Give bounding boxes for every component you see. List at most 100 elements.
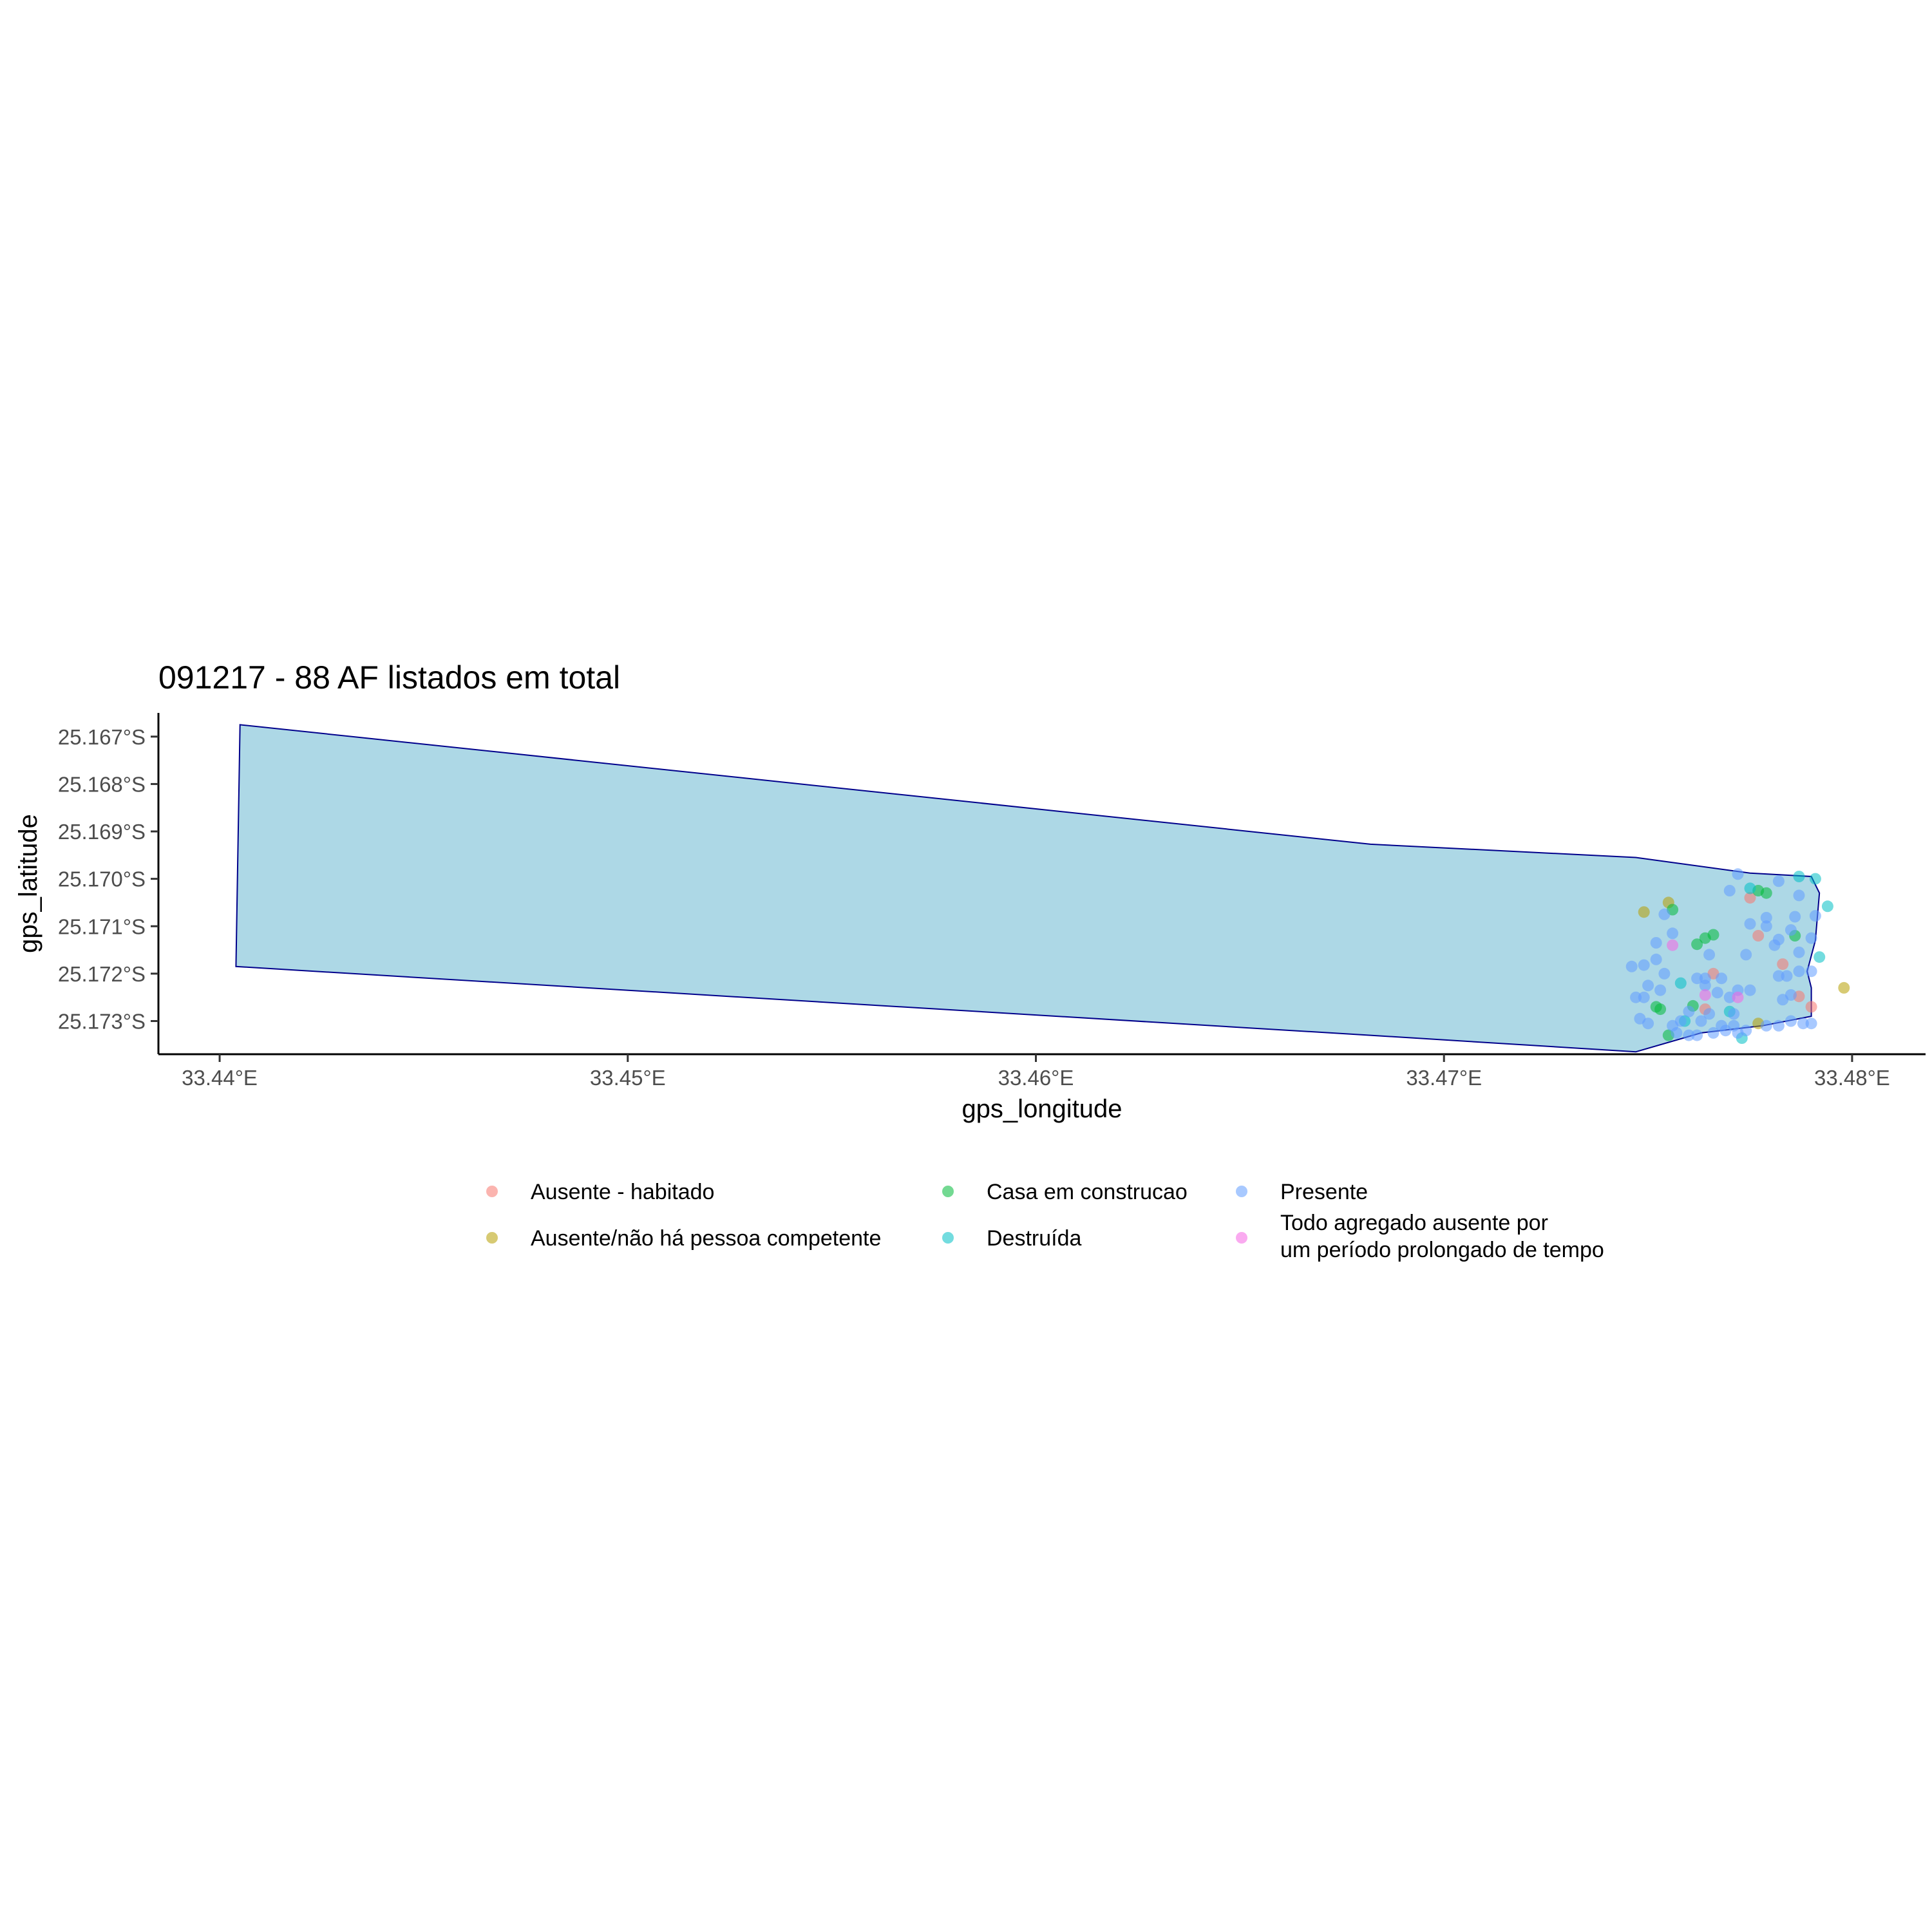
- point-4-17: [1625, 960, 1638, 972]
- point-4-12: [1793, 946, 1805, 958]
- y-tick-label-2: 25.169°S: [58, 820, 146, 844]
- legend-key-0: [486, 1186, 498, 1197]
- y-tick-label-3: 25.170°S: [58, 867, 146, 891]
- point-4-0: [1732, 868, 1744, 880]
- legend-label-3: Destruída: [987, 1226, 1081, 1251]
- point-4-53: [1797, 1018, 1809, 1030]
- point-4-59: [1772, 970, 1785, 982]
- legend-label-1: Ausente/não há pessoa competente: [531, 1226, 881, 1251]
- point-5-0: [1667, 939, 1679, 951]
- x-tick-label-2: 33.46°E: [998, 1066, 1074, 1090]
- point-3-2: [1821, 900, 1833, 913]
- point-4-27: [1716, 972, 1728, 985]
- point-4-22: [1630, 991, 1642, 1003]
- point-0-1: [1752, 930, 1765, 942]
- point-0-5: [1805, 1001, 1817, 1013]
- point-1-1: [1638, 906, 1650, 918]
- point-1-2: [1838, 981, 1850, 994]
- point-4-52: [1785, 1015, 1797, 1027]
- point-4-60: [1781, 970, 1793, 982]
- y-ticks: 25.167°S 25.168°S 25.169°S 25.170°S 25.171°S…: [58, 725, 158, 1033]
- point-4-16: [1650, 937, 1662, 949]
- point-3-5: [1674, 977, 1687, 989]
- legend-key-5: [1236, 1232, 1247, 1244]
- x-axis-title: gps_longitude: [961, 1095, 1122, 1123]
- point-4-3: [1793, 889, 1805, 902]
- point-4-7: [1744, 918, 1756, 930]
- point-4-47: [1707, 1027, 1719, 1039]
- point-4-32: [1744, 984, 1756, 996]
- point-4-2: [1723, 885, 1736, 896]
- point-4-45: [1683, 1029, 1695, 1041]
- legend-label-5-line-0: Todo agregado ausente por: [1280, 1211, 1548, 1235]
- point-4-18: [1638, 959, 1650, 971]
- point-4-11: [1805, 932, 1817, 944]
- point-3-1: [1809, 873, 1821, 885]
- x-tick-label-3: 33.47°E: [1406, 1066, 1482, 1090]
- point-4-6: [1789, 911, 1801, 923]
- point-5-2: [1732, 991, 1744, 1003]
- point-4-37: [1695, 1015, 1707, 1027]
- point-4-57: [1793, 965, 1805, 978]
- point-4-13: [1740, 949, 1752, 961]
- legend-label-0: Ausente - habitado: [531, 1180, 714, 1204]
- point-4-21: [1642, 980, 1654, 992]
- enumeration-area-boundary: [235, 724, 1821, 1053]
- point-4-35: [1683, 1005, 1695, 1018]
- y-tick-label-0: 25.167°S: [58, 725, 146, 749]
- axes: 33.44°E 33.45°E 33.46°E 33.47°E 33.48°E 25.1…: [58, 713, 1926, 1090]
- point-4-58: [1805, 965, 1817, 978]
- y-tick-label-4: 25.171°S: [58, 914, 146, 938]
- point-4-15: [1667, 927, 1679, 940]
- point-4-62: [1768, 939, 1781, 951]
- point-4-8: [1760, 920, 1772, 933]
- y-tick-label-1: 25.168°S: [58, 772, 146, 796]
- point-4-51: [1772, 1019, 1785, 1032]
- point-4-54: [1805, 1018, 1817, 1030]
- point-4-24: [1654, 984, 1667, 996]
- point-4-4: [1809, 910, 1821, 922]
- point-4-49: [1732, 1027, 1744, 1039]
- point-2-6: [1760, 887, 1772, 899]
- point-4-46: [1691, 1029, 1703, 1041]
- point-4-19: [1650, 953, 1662, 965]
- point-4-29: [1711, 987, 1723, 999]
- y-tick-label-6: 25.173°S: [58, 1009, 146, 1033]
- point-4-14: [1658, 908, 1671, 920]
- point-4-10: [1785, 924, 1797, 936]
- point-4-44: [1671, 1027, 1683, 1039]
- legend-label-2: Casa em construcao: [987, 1180, 1188, 1204]
- point-4-61: [1703, 949, 1716, 961]
- point-4-20: [1658, 967, 1671, 980]
- point-4-34: [1703, 1008, 1716, 1020]
- point-4-30: [1723, 991, 1736, 1003]
- legend-key-3: [942, 1232, 954, 1244]
- point-4-1: [1772, 875, 1785, 887]
- point-0-0: [1744, 892, 1756, 904]
- point-4-5: [1760, 912, 1772, 923]
- point-4-50: [1760, 1019, 1772, 1032]
- point-4-28: [1699, 980, 1711, 992]
- x-ticks: 33.44°E 33.45°E 33.46°E 33.47°E 33.48°E: [182, 1054, 1890, 1090]
- point-3-4: [1814, 951, 1826, 963]
- y-tick-label-5: 25.172°S: [58, 962, 146, 986]
- legend-key-4: [1236, 1186, 1247, 1197]
- household-points: [1625, 868, 1850, 1044]
- legend-label-5-line-1: um período prolongado de tempo: [1280, 1238, 1604, 1262]
- chart-title: 091217 - 88 AF listados em total: [158, 659, 620, 696]
- point-4-25: [1691, 972, 1703, 985]
- x-tick-label-1: 33.45°E: [590, 1066, 666, 1090]
- legend: Ausente - habitado Ausente/não há pessoa …: [486, 1180, 1604, 1262]
- legend-key-2: [942, 1186, 954, 1197]
- point-3-0: [1793, 871, 1805, 882]
- x-tick-label-4: 33.48°E: [1814, 1066, 1890, 1090]
- legend-label-4: Presente: [1280, 1180, 1368, 1204]
- point-2-9: [1654, 1003, 1667, 1016]
- point-4-33: [1728, 1008, 1740, 1020]
- legend-key-1: [486, 1232, 498, 1244]
- point-3-3: [1744, 882, 1756, 895]
- point-2-3: [1691, 938, 1703, 951]
- point-5-1: [1699, 989, 1711, 1001]
- point-4-48: [1719, 1025, 1732, 1037]
